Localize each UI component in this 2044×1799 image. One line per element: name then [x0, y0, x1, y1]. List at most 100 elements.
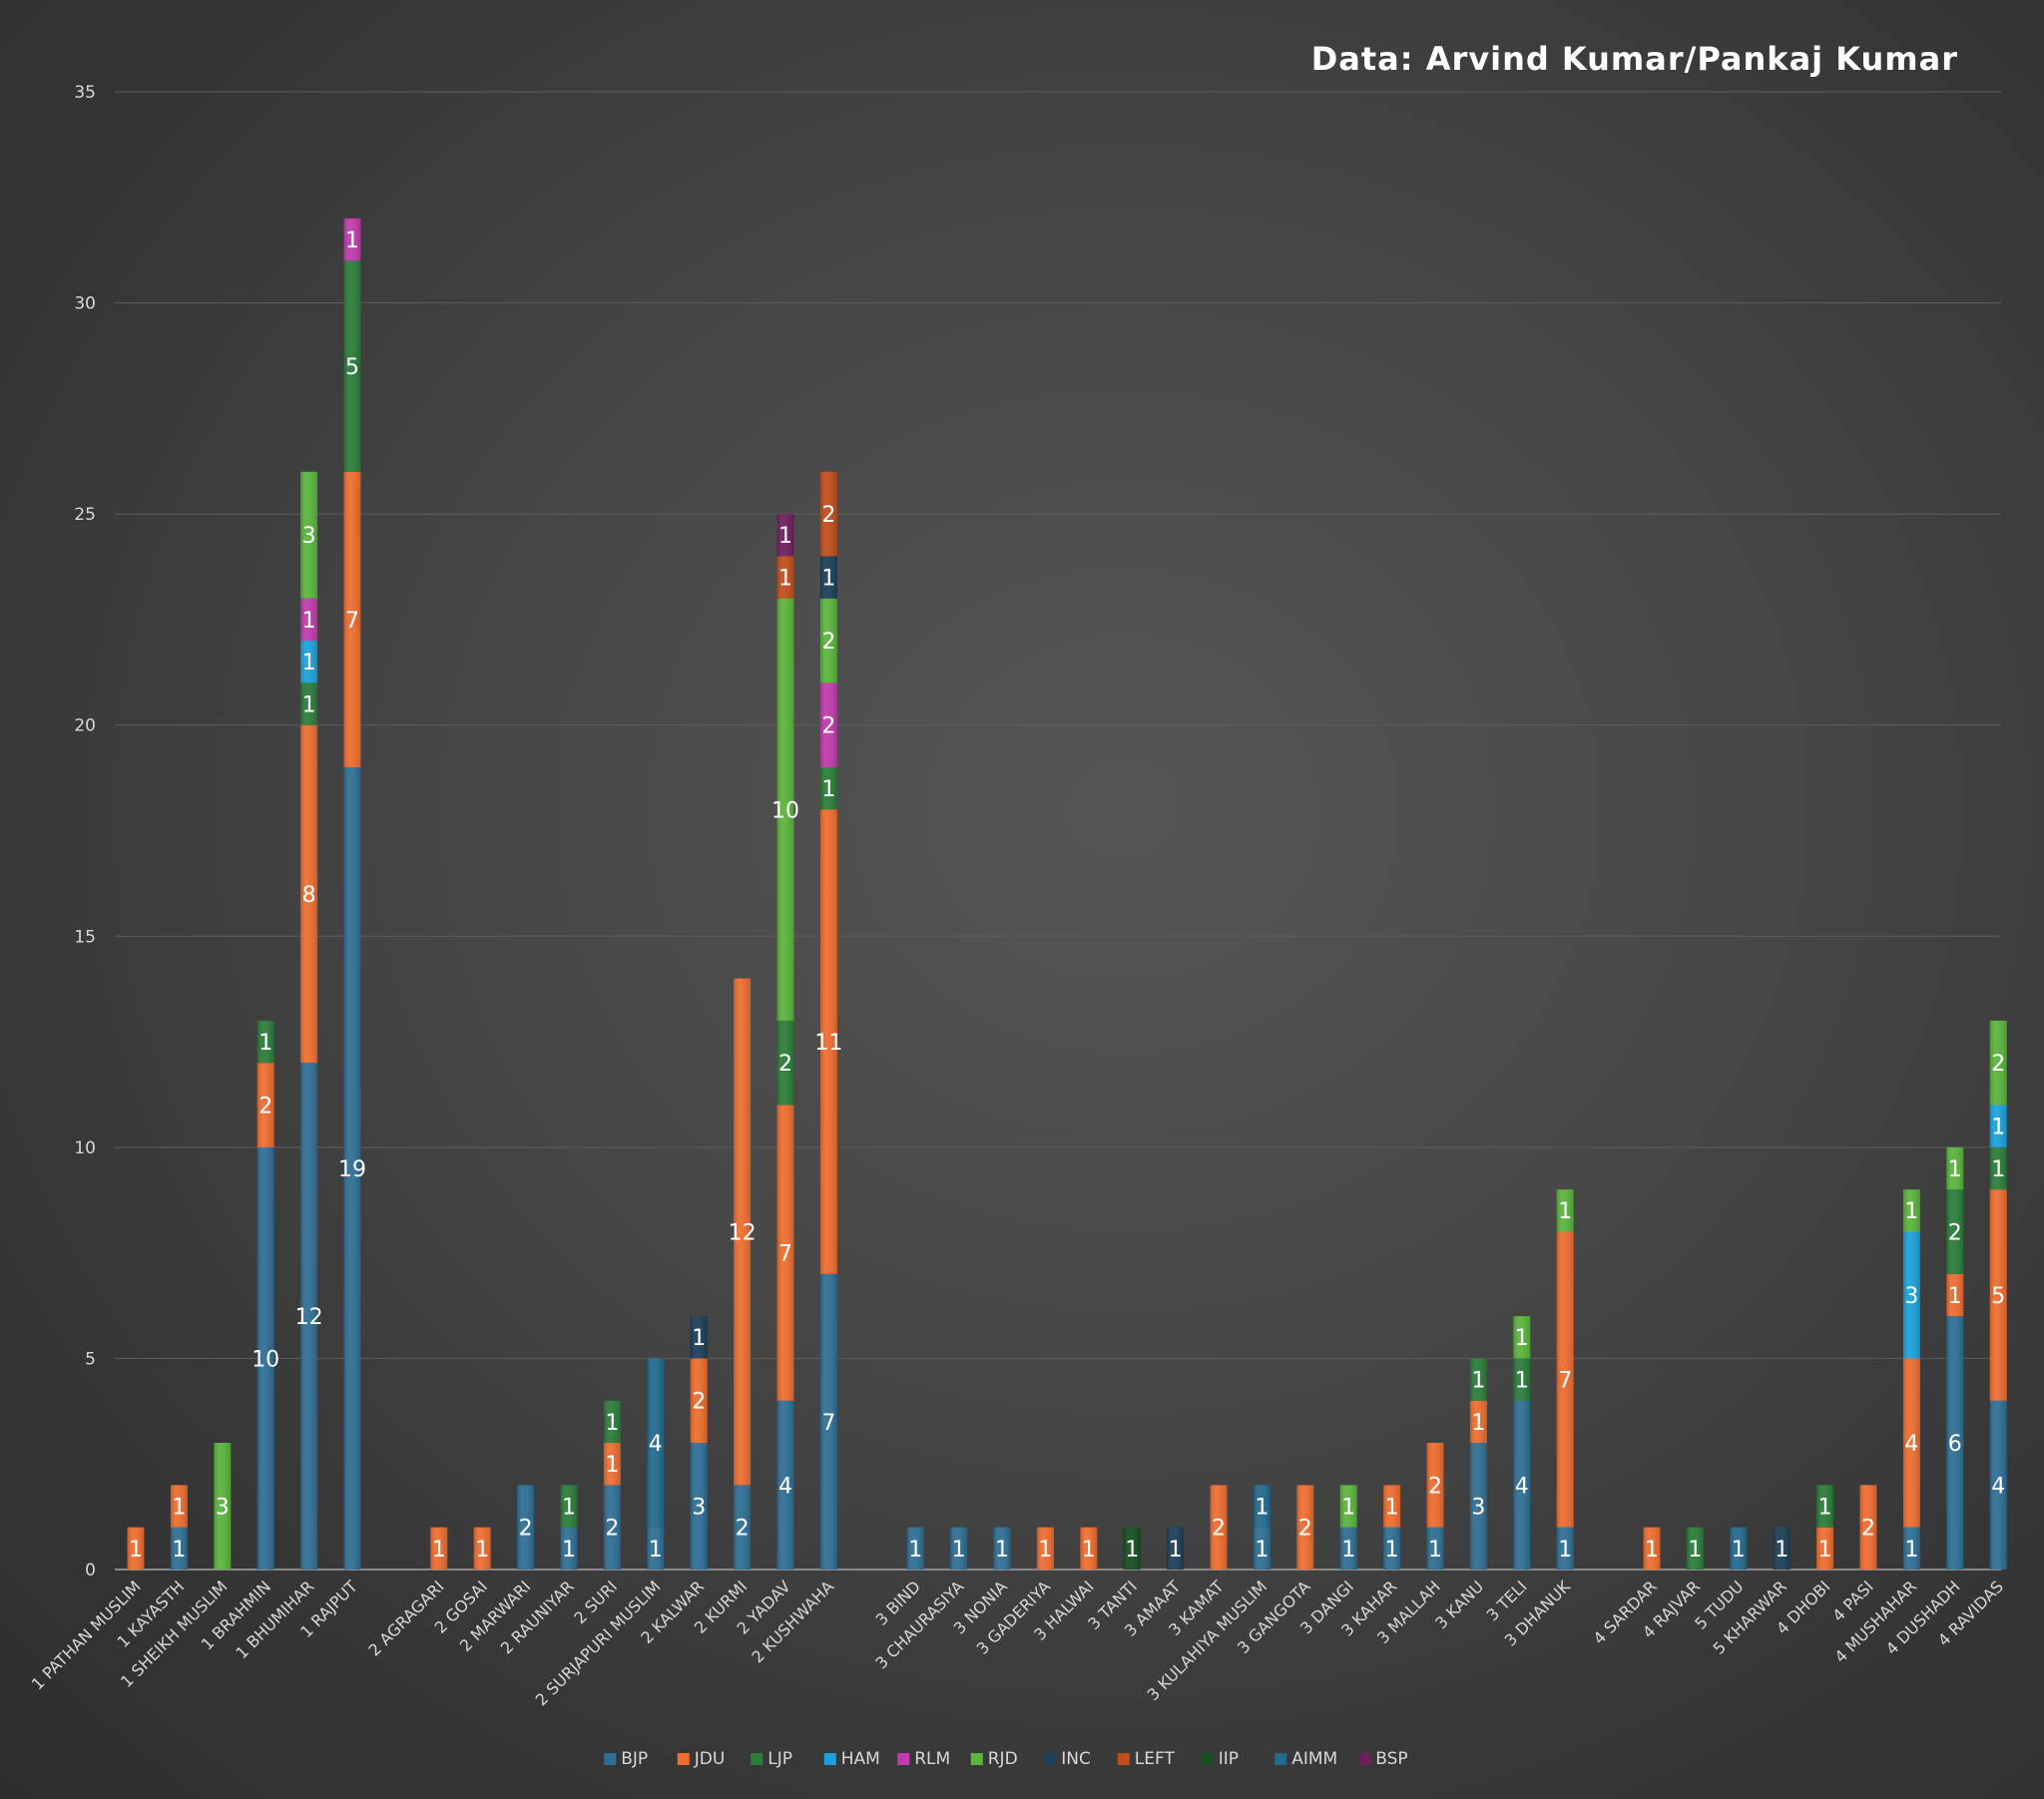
- bar-segment-shade: [560, 1527, 578, 1570]
- data-label: 4: [1991, 1474, 2005, 1499]
- data-label: 2: [258, 1094, 272, 1119]
- legend-item-left[interactable]: LEFT: [1117, 1749, 1176, 1769]
- bar-stack: 4 1 1: [1513, 1316, 1531, 1570]
- data-label: 11: [814, 1031, 842, 1056]
- legend-item-aimm[interactable]: AIMM: [1275, 1749, 1337, 1769]
- bar-segment-shade: [776, 1400, 794, 1570]
- bar-stack: 2: [517, 1485, 535, 1570]
- legend-swatch: [604, 1753, 617, 1765]
- bar-stack: 1: [1080, 1527, 1098, 1570]
- legend[interactable]: BJP JDU LJP HAM RLM RJD INC LEFT IIP AIMM BSP: [604, 1749, 1408, 1769]
- legend-item-bjp[interactable]: BJP: [604, 1749, 648, 1769]
- data-label: 1: [1255, 1538, 1269, 1563]
- legend-swatch: [970, 1753, 983, 1765]
- data-label: 2: [821, 503, 835, 528]
- bar-segment-shade: [256, 1020, 274, 1064]
- data-label: 1: [302, 609, 316, 634]
- bar-segment-shade: [1253, 1527, 1271, 1570]
- bar-segment-shade: [734, 1485, 752, 1570]
- bar-segment-shade: [603, 1485, 621, 1570]
- bar-segment-shade: [993, 1527, 1011, 1570]
- legend-item-inc[interactable]: INC: [1044, 1749, 1091, 1769]
- bar-segment-shade: [819, 598, 837, 683]
- bar-segment-shade: [1253, 1485, 1271, 1528]
- data-label: 1: [1818, 1538, 1832, 1563]
- bar-segment-shade: [1469, 1443, 1487, 1570]
- legend-item-bsp[interactable]: BSP: [1358, 1749, 1408, 1769]
- legend-item-ham[interactable]: HAM: [823, 1749, 880, 1769]
- bar-stack: 2 12: [729, 978, 757, 1570]
- data-label: 2: [778, 1052, 792, 1077]
- data-label: 1: [1991, 1157, 2005, 1182]
- bar-segment-shade: [1210, 1485, 1228, 1570]
- legend-item-iip[interactable]: IIP: [1201, 1749, 1239, 1769]
- bar-segment-shade: [300, 598, 318, 642]
- data-label: 2: [736, 1517, 750, 1542]
- legend-swatch: [1044, 1753, 1057, 1765]
- data-label: 1: [1558, 1199, 1572, 1224]
- bar-segment-shade: [517, 1485, 535, 1570]
- legend-label: BSP: [1375, 1749, 1407, 1769]
- bar-segment-shade: [1469, 1358, 1487, 1401]
- legend-item-ljp[interactable]: LJP: [751, 1749, 792, 1769]
- data-label: 7: [778, 1242, 792, 1267]
- data-label: 1: [1904, 1538, 1918, 1563]
- data-label: 2: [1212, 1517, 1226, 1542]
- data-label: 2: [1428, 1474, 1442, 1499]
- legend-label: HAM: [841, 1749, 880, 1769]
- data-label: 3: [216, 1495, 230, 1520]
- data-label: 5: [345, 355, 359, 380]
- bar-segment-shade: [300, 1063, 318, 1570]
- data-label: 1: [129, 1538, 143, 1563]
- data-label: 1: [1515, 1326, 1529, 1351]
- bar-segment-shade: [1469, 1400, 1487, 1444]
- bar-stack: 1: [1773, 1527, 1790, 1570]
- bar-stack: 3 1 1: [1469, 1358, 1487, 1570]
- data-label: 4: [778, 1474, 792, 1499]
- bar-segment-shade: [690, 1316, 708, 1359]
- bar-segment-shade: [1902, 1358, 1920, 1528]
- data-label: 1: [1515, 1369, 1529, 1394]
- y-tick-label: 35: [74, 83, 96, 103]
- bar-segment-shade: [776, 514, 794, 557]
- bar-segment-shade: [1816, 1485, 1834, 1528]
- legend-item-rlm[interactable]: RLM: [897, 1749, 950, 1769]
- y-tick-label: 5: [85, 1349, 96, 1369]
- data-label: 1: [1991, 1116, 2005, 1140]
- bar-stack: 1: [906, 1527, 924, 1570]
- bar-stack: 10 2 1: [252, 1020, 279, 1570]
- data-label: 10: [252, 1347, 279, 1372]
- data-label: 1: [1385, 1495, 1399, 1520]
- bar-segment-shade: [1643, 1527, 1661, 1570]
- bar-stack: 2 1 1: [603, 1400, 621, 1570]
- legend-item-rjd[interactable]: RJD: [970, 1749, 1018, 1769]
- data-label: 1: [995, 1538, 1009, 1563]
- bar-segment-shade: [1123, 1527, 1141, 1570]
- data-label: 2: [1991, 1052, 2005, 1077]
- bar-segment-shade: [1773, 1527, 1790, 1570]
- data-label: 4: [1515, 1474, 1529, 1499]
- data-label: 1: [1385, 1538, 1399, 1563]
- bar-stack: 11: [170, 1485, 188, 1570]
- bar-segment-shade: [1080, 1527, 1098, 1570]
- bar-segment-shade: [300, 641, 318, 683]
- bar-stack: 1: [430, 1527, 448, 1570]
- bar-segment-shade: [819, 1273, 837, 1570]
- data-label: 1: [1818, 1495, 1832, 1520]
- y-tick-label: 15: [74, 927, 96, 947]
- bar-segment-shade: [1383, 1485, 1401, 1528]
- data-label: 12: [295, 1305, 323, 1330]
- bar-stack: 1: [950, 1527, 968, 1570]
- legend-item-jdu[interactable]: JDU: [677, 1749, 726, 1769]
- bar-stack: 11: [1816, 1485, 1834, 1570]
- data-label: 1: [1255, 1495, 1269, 1520]
- bar-stack: 1: [1686, 1527, 1704, 1570]
- bar-segment-shade: [1859, 1485, 1877, 1570]
- bar-segment-shade: [776, 598, 794, 1021]
- bar-stack: 2: [1210, 1485, 1228, 1570]
- bar-stack: 3: [214, 1443, 232, 1570]
- data-label: 1: [475, 1538, 489, 1563]
- legend-swatch: [897, 1753, 910, 1765]
